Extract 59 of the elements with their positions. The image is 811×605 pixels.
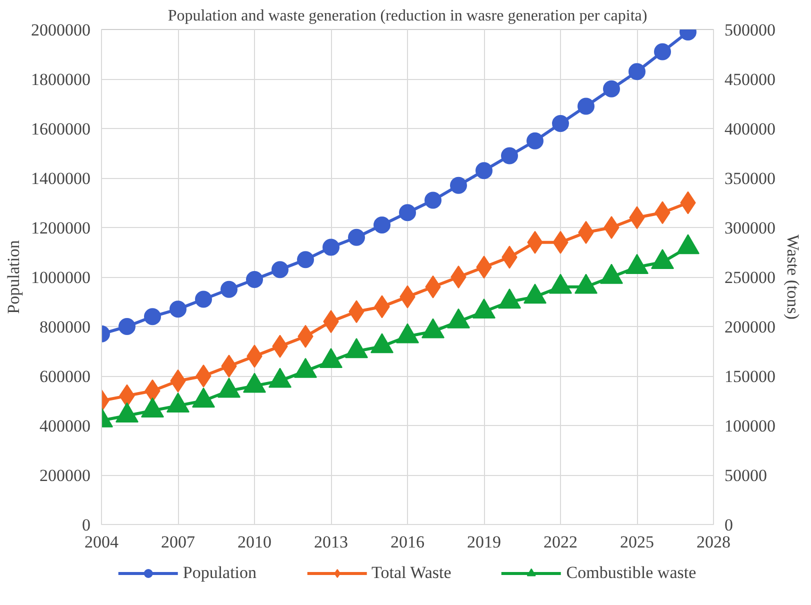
y2-tick-label: 500000 — [724, 20, 776, 40]
y2-tick-label: 50000 — [724, 466, 767, 485]
y-tick-label: 800000 — [40, 318, 90, 336]
point — [526, 132, 544, 150]
y2-tick-label: 100000 — [724, 416, 776, 436]
point — [603, 80, 620, 98]
point — [272, 261, 288, 278]
y-tick-label: 0 — [82, 516, 90, 534]
y2-axis-title: Waste (tons) — [784, 234, 802, 320]
x-tick-label: 2004 — [84, 532, 119, 552]
legend-label: Total Waste — [372, 562, 452, 582]
point — [578, 98, 594, 115]
x-tick-label: 2013 — [314, 532, 348, 552]
y-tick-label: 1200000 — [31, 218, 90, 238]
x-tick-label: 2025 — [620, 532, 654, 552]
point — [399, 204, 416, 222]
x-tick-label: 2016 — [390, 532, 424, 552]
point — [195, 290, 212, 308]
y2-tick-label: 400000 — [724, 120, 776, 138]
y-tick-label: 2000000 — [31, 20, 90, 40]
point — [476, 162, 492, 180]
y-tick-label: 1600000 — [31, 120, 90, 138]
point — [501, 147, 518, 164]
legend-label: Combustible waste — [566, 562, 696, 582]
point — [424, 192, 442, 209]
point — [170, 300, 186, 318]
y2-tick-label: 350000 — [724, 169, 776, 188]
point — [297, 251, 314, 268]
y-tick-label: 1800000 — [31, 70, 90, 89]
point — [628, 63, 646, 80]
x-tick-label: 2022 — [544, 532, 578, 552]
x-tick-label: 2007 — [161, 532, 196, 552]
point — [322, 238, 340, 256]
y-tick-label: 1000000 — [31, 268, 90, 287]
y-tick-label: 200000 — [40, 466, 90, 485]
y2-tick-label: 150000 — [724, 367, 776, 386]
legend-label: Population — [182, 562, 257, 582]
point — [348, 228, 365, 246]
point — [654, 43, 671, 60]
point — [374, 216, 390, 234]
y-tick-label: 400000 — [40, 416, 90, 436]
point — [118, 318, 136, 335]
y2-tick-label: 0 — [724, 516, 733, 534]
y2-tick-label: 200000 — [724, 318, 776, 336]
y2-tick-label: 450000 — [724, 70, 776, 89]
point — [450, 176, 467, 194]
y2-tick-label: 300000 — [724, 218, 776, 238]
x-tick-label: 2028 — [696, 532, 730, 552]
y2-tick-label: 250000 — [724, 268, 776, 287]
point — [246, 270, 263, 288]
point — [220, 280, 238, 298]
x-tick-label: 2019 — [467, 532, 501, 552]
x-tick-label: 2010 — [238, 532, 272, 552]
y-tick-label: 600000 — [40, 367, 90, 386]
point — [144, 308, 161, 326]
point — [552, 115, 569, 132]
y-tick-label: 1400000 — [31, 169, 90, 188]
chart-title: Population and waste generation (reduction in wasre generation per capita) — [168, 8, 648, 24]
y-axis-title: Population — [4, 240, 23, 314]
